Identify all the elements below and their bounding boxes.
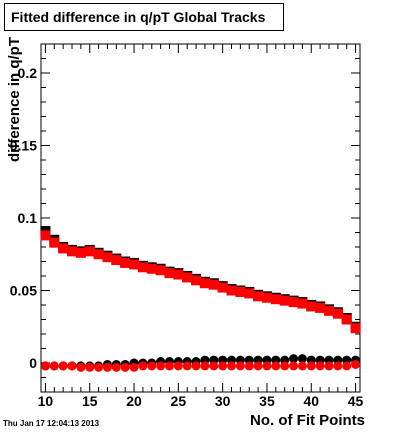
x-tick-label: 35: [259, 393, 275, 409]
data-point-circle: [164, 361, 174, 371]
data-point-square: [217, 282, 228, 293]
data-point-square: [323, 305, 334, 316]
data-point-square: [270, 294, 281, 305]
data-point-square: [315, 302, 326, 313]
data-point-square: [297, 298, 308, 309]
data-point-circle: [120, 362, 130, 372]
data-point-circle: [182, 361, 192, 371]
data-point-circle: [297, 354, 307, 364]
data-point-circle: [289, 354, 299, 364]
data-point-square: [244, 288, 255, 299]
y-tick-label: 0.2: [18, 65, 38, 81]
data-point-square: [164, 268, 175, 279]
data-point-square: [173, 269, 184, 280]
data-point-circle: [173, 361, 183, 371]
data-point-circle: [342, 361, 352, 371]
data-point-circle: [351, 359, 361, 369]
x-tick-label: 25: [171, 393, 187, 409]
data-point-circle: [315, 361, 325, 371]
data-point-circle: [67, 361, 77, 371]
data-point-circle: [49, 361, 59, 371]
x-tick-label: 15: [82, 393, 98, 409]
data-point-square: [84, 246, 95, 257]
data-point-circle: [244, 361, 254, 371]
timestamp: Thu Jan 17 12:04:13 2013: [3, 419, 100, 428]
tick-labels: 10 15 20 25 30 35 40 45 0 0.05 0.1 0.15 0.2: [10, 65, 364, 409]
data-point-circle: [333, 361, 343, 371]
data-point-circle: [235, 361, 245, 371]
plot-frame: [40, 43, 361, 393]
data-point-circle: [138, 361, 148, 371]
data-point-circle: [306, 361, 316, 371]
data-point-circle: [253, 361, 263, 371]
data-point-circle: [102, 362, 112, 372]
data-point-circle: [156, 361, 166, 371]
data-point-circle: [85, 362, 95, 372]
data-point-circle: [76, 362, 86, 372]
data-point-square: [199, 278, 210, 289]
data-point-circle: [111, 362, 121, 372]
data-point-circle: [324, 361, 334, 371]
data-point-square: [253, 291, 264, 302]
y-axis-label: difference in q/pT: [6, 36, 23, 162]
data-marks: [40, 226, 361, 372]
data-point-square: [40, 230, 51, 241]
data-point-square: [279, 295, 290, 306]
data-point-square: [341, 314, 352, 325]
data-point-circle: [262, 361, 272, 371]
data-point-circle: [280, 361, 290, 371]
y-tick-label: 0.05: [10, 283, 37, 299]
x-tick-label: 40: [303, 393, 319, 409]
data-point-circle: [271, 361, 281, 371]
x-tick-label: 20: [126, 393, 142, 409]
data-point-square: [182, 272, 193, 283]
data-point-circle: [191, 361, 201, 371]
data-point-square: [226, 285, 237, 296]
y-tick-label: 0: [29, 355, 37, 371]
data-point-circle: [200, 361, 210, 371]
data-point-circle: [297, 361, 307, 371]
y-tick-label: 0.1: [18, 210, 38, 226]
data-point-square: [146, 263, 157, 274]
data-point-circle: [129, 362, 139, 372]
data-point-square: [102, 252, 113, 263]
data-point-circle: [58, 361, 68, 371]
data-point-square: [332, 308, 343, 319]
x-tick-label: 30: [215, 393, 231, 409]
x-tick-label: 45: [348, 393, 364, 409]
data-point-square: [75, 247, 86, 258]
data-point-square: [350, 323, 361, 334]
data-point-square: [191, 275, 202, 286]
x-axis-label: No. of Fit Points: [250, 412, 365, 429]
data-point-square: [261, 292, 272, 303]
data-point-square: [306, 301, 317, 312]
data-point-circle: [289, 361, 299, 371]
data-point-circle: [147, 361, 157, 371]
data-point-circle: [209, 361, 219, 371]
data-point-square: [129, 259, 140, 270]
data-point-square: [93, 249, 104, 260]
x-tick-label: 10: [38, 393, 54, 409]
data-point-square: [120, 257, 131, 268]
data-point-circle: [227, 361, 237, 371]
data-point-square: [49, 237, 60, 248]
data-point-square: [58, 243, 69, 254]
data-point-square: [137, 262, 148, 273]
data-point-square: [111, 255, 122, 266]
data-point-circle: [40, 361, 50, 371]
data-point-square: [208, 279, 219, 290]
chart-title: Fitted difference in q/pT Global Tracks: [11, 9, 266, 25]
data-point-circle: [218, 361, 228, 371]
y-tick-label: 0.15: [10, 138, 37, 154]
data-point-square: [288, 297, 299, 308]
data-point-square: [67, 246, 78, 257]
axis-ticks: [41, 43, 360, 393]
data-point-square: [235, 286, 246, 297]
title-box: Fitted difference in q/pT Global Tracks: [4, 3, 284, 31]
data-point-circle: [94, 362, 104, 372]
data-point-square: [155, 265, 166, 276]
